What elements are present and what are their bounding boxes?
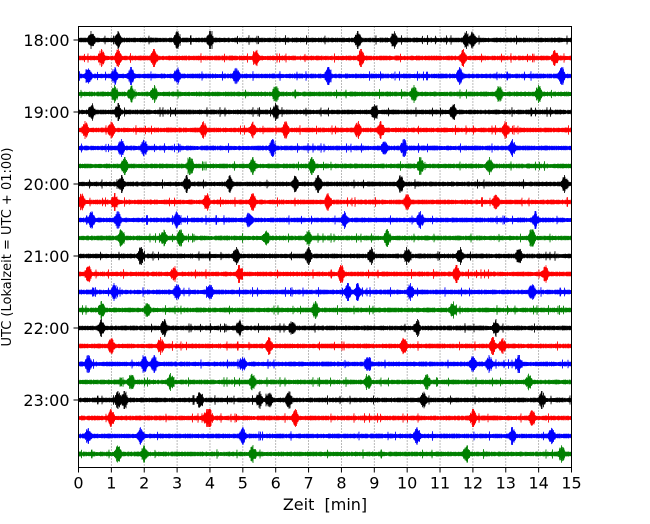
plot-frame (78, 26, 572, 468)
trace-2330 (78, 426, 572, 446)
trace-2215 (78, 336, 572, 356)
x-tick-label: 15 (561, 474, 581, 493)
x-axis-label: Zeit [min] (283, 495, 367, 514)
x-tick-label: 10 (397, 474, 417, 493)
x-tick-label: 7 (303, 474, 313, 493)
x-tick-label: 6 (271, 474, 281, 493)
trace-2030 (78, 210, 572, 230)
x-axis-ticks: 0 1 2 3 4 5 6 7 8 9 10 11 12 13 14 15 (73, 467, 582, 493)
x-tick-label: 0 (73, 474, 83, 493)
y-tick-label: 22:00 (23, 319, 69, 338)
trace-1815 (78, 48, 572, 68)
x-tick-label: 11 (430, 474, 450, 493)
x-tick-label: 4 (205, 474, 215, 493)
x-tick-label: 1 (106, 474, 116, 493)
trace-2300 (78, 390, 572, 410)
trace-2115 (78, 264, 572, 284)
trace-2145 (78, 300, 572, 320)
trace-1945 (78, 156, 572, 176)
trace-1900 (78, 102, 572, 122)
y-tick-label: 23:00 (23, 391, 69, 410)
trace-2000 (78, 174, 572, 194)
trace-2230 (78, 354, 572, 374)
y-tick-label: 18:00 (23, 31, 69, 50)
y-tick-label: 21:00 (23, 247, 69, 266)
trace-2200 (78, 318, 572, 338)
x-tick-label: 9 (369, 474, 379, 493)
trace-2315 (78, 408, 572, 428)
x-tick-label: 2 (139, 474, 149, 493)
trace-2345 (78, 444, 572, 464)
y-axis-ticks: 18:00 19:00 20:00 21:00 22:00 23:00 (23, 31, 79, 410)
y-tick-label: 20:00 (23, 175, 69, 194)
trace-1845 (78, 84, 572, 104)
x-tick-label: 8 (336, 474, 346, 493)
x-tick-label: 12 (463, 474, 483, 493)
trace-1830 (78, 66, 572, 86)
trace-2015 (78, 192, 572, 212)
x-tick-label: 5 (238, 474, 248, 493)
trace-2130 (78, 282, 572, 302)
y-tick-label: 19:00 (23, 103, 69, 122)
trace-2245 (78, 372, 572, 392)
x-tick-label: 13 (496, 474, 516, 493)
trace-1800 (78, 30, 572, 50)
x-tick-label: 14 (528, 474, 548, 493)
trace-2045 (78, 228, 572, 248)
seismic-traces (78, 30, 572, 464)
x-tick-label: 3 (172, 474, 182, 493)
trace-2100 (78, 246, 572, 266)
trace-1915 (78, 120, 572, 140)
trace-1930 (78, 138, 572, 158)
y-axis-label: UTC (Lokalzeit = UTC + 01:00) (0, 148, 15, 347)
